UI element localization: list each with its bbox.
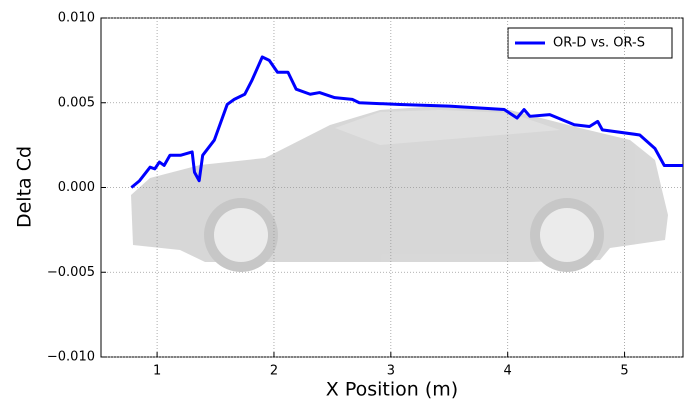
x-tick-label: 2 bbox=[270, 364, 278, 379]
y-tick-label: 0.000 bbox=[58, 180, 95, 195]
x-axis-label: X Position (m) bbox=[326, 379, 458, 401]
x-tick-label: 4 bbox=[504, 364, 512, 379]
y-tick-label: −0.005 bbox=[47, 265, 95, 280]
x-tick-label: 3 bbox=[387, 364, 395, 379]
y-axis-label: Delta Cd bbox=[14, 146, 36, 228]
x-tick-label: 5 bbox=[620, 364, 628, 379]
chart: Delta Cd X Position (m) −0.010 −0.005 0.00… bbox=[0, 0, 687, 401]
legend-label: OR-D vs. OR-S bbox=[553, 36, 645, 51]
y-tick-label: −0.010 bbox=[47, 350, 95, 365]
car-silhouette bbox=[131, 106, 668, 272]
y-tick-label: 0.010 bbox=[58, 11, 95, 26]
y-tick-label: 0.005 bbox=[58, 95, 95, 110]
x-tick-label: 1 bbox=[153, 364, 161, 379]
